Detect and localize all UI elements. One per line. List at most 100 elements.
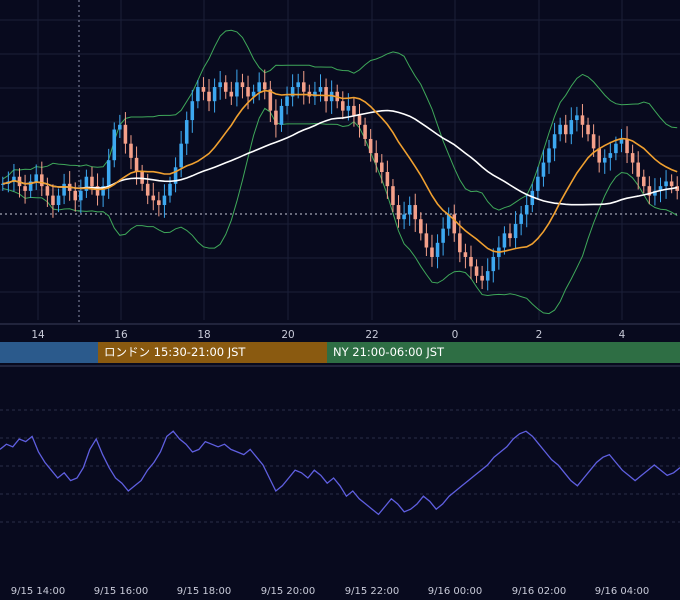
candle-body [368,138,373,154]
oscillator-line [0,430,680,516]
fast-moving-average-line [2,89,678,254]
candle-body [653,190,657,196]
oscillator-grid [0,365,680,523]
candle-body [435,242,440,257]
candle-body [318,87,323,92]
candle-body [341,101,345,111]
candlestick-series [1,69,679,291]
candle-body [268,89,273,111]
bollinger-bands [2,29,678,315]
candle-body [168,183,172,196]
candle-body [79,190,83,201]
candle-body [552,134,557,149]
candle-body [246,87,250,97]
bollinger-lower-band [2,107,678,315]
candle-body [324,87,328,102]
candle-body [636,162,640,177]
candle-body [90,176,94,187]
candle-body [591,134,596,149]
candle-body [218,82,222,88]
candle-body [212,87,217,102]
candle-body [28,181,33,191]
oscillator-x-tick-label: 9/15 14:00 [11,586,65,597]
candle-body [84,176,89,191]
candle-body [380,162,384,172]
candle-body [480,275,484,281]
candle-body [385,172,390,187]
candle-body [95,186,100,196]
candle-body [352,105,356,116]
candle-body [73,190,78,201]
candle-body [240,82,245,88]
price-x-tick-label: 18 [197,329,210,341]
oscillator-x-tick-label: 9/15 22:00 [345,586,399,597]
candle-body [641,176,646,187]
candle-body [274,110,278,125]
candle-body [491,256,496,272]
candle-body [402,214,406,220]
candle-body [430,247,434,257]
candle-body [285,96,289,106]
candle-body [45,186,50,196]
candle-body [614,143,618,154]
candle-body [196,87,200,102]
candle-body [558,124,562,135]
candle-body [112,129,117,161]
candle-body [597,148,601,163]
candle-body [201,87,206,92]
candle-body [391,186,395,206]
candle-body [123,124,128,144]
candle-body [664,181,668,187]
candle-body [413,205,418,220]
candle-body [508,233,512,239]
candle-body [40,174,44,187]
price-x-tick-label: 14 [31,329,45,341]
oscillator-x-tick-label: 9/15 18:00 [177,586,231,597]
candle-body [162,195,167,206]
price-x-tick-label: 4 [619,329,626,341]
oscillator-x-axis: 9/15 14:00 9/15 16:00 9/15 18:00 9/15 20:00… [11,586,649,597]
candle-body [290,87,295,97]
price-x-tick-label: 2 [536,329,543,341]
session-tokyo-bar [0,342,98,363]
candle-body [56,195,61,206]
candle-body [179,143,183,168]
candle-body [118,124,122,130]
candle-body [419,219,423,234]
candle-body [575,115,579,121]
candle-body [229,91,234,97]
candle-body [625,138,629,154]
candle-body [547,148,551,163]
candle-body [173,167,178,184]
candle-body [658,186,663,191]
oscillator-x-tick-label: 9/16 04:00 [595,586,649,597]
candle-body [536,176,540,191]
oscillator-x-tick-label: 9/16 00:00 [428,586,482,597]
candle-body [530,190,535,206]
oscillator-series-line [0,430,680,516]
candle-body [569,120,574,135]
session-london-bar: ロンドン 15:30-21:00 JST [98,342,327,363]
candle-body [502,233,507,248]
candle-body [235,82,239,97]
candle-body [580,115,585,125]
session-ny-bar: NY 21:00-06:00 JST [327,342,680,363]
candle-body [101,186,105,196]
candle-body [563,124,568,135]
oscillator-x-tick-label: 9/16 02:00 [512,586,566,597]
candle-body [151,195,156,201]
oscillator-x-tick-label: 9/15 20:00 [261,586,315,597]
price-x-tick-label: 22 [365,329,378,341]
candle-body [608,153,613,158]
candle-body [346,105,351,111]
candle-body [458,233,462,253]
candle-body [424,233,429,248]
price-x-axis: 14 16 18 20 22 0 2 4 [31,329,625,341]
oscillator-x-tick-label: 9/15 16:00 [94,586,148,597]
candle-body [329,91,334,102]
candle-body [524,205,529,215]
candle-body [619,138,624,144]
candle-body [106,160,111,187]
